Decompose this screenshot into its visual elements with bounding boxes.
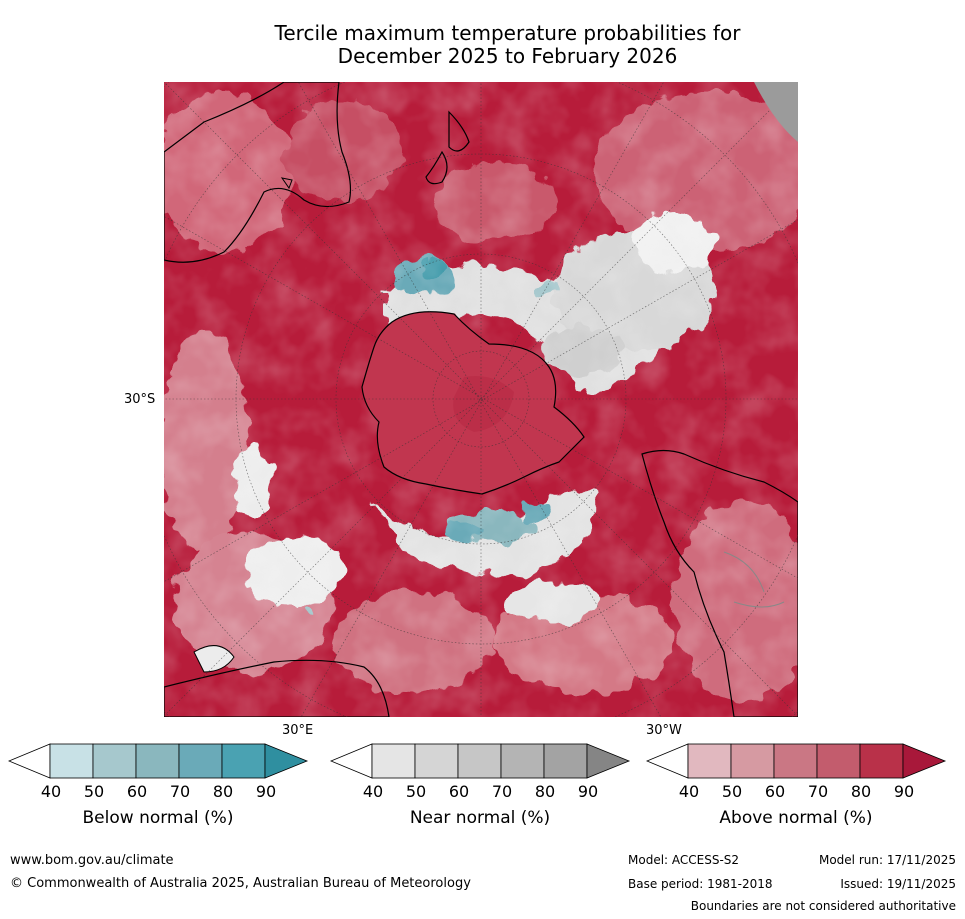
colorbar-swatch <box>457 743 502 779</box>
colorbar-tick-label: 90 <box>893 782 915 801</box>
colorbar-tick-label: 60 <box>764 782 786 801</box>
south-america-outline <box>641 449 798 717</box>
colorbar-swatch <box>178 743 223 779</box>
colorbar-tick-label: 50 <box>405 782 427 801</box>
colorbar-swatch <box>414 743 459 779</box>
colorbar-tick-label: 80 <box>534 782 556 801</box>
latitude-label: 30°S <box>124 392 156 407</box>
colorbar-swatch <box>773 743 818 779</box>
colorbar-near-normal-ticks: 40 50 60 70 80 90 <box>330 782 630 802</box>
colorbar-swatch <box>816 743 861 779</box>
title-line-2: December 2025 to February 2026 <box>337 44 678 68</box>
colorbar-swatch <box>730 743 775 779</box>
colorbar-swatch-max <box>264 743 309 779</box>
colorbar-swatch <box>92 743 137 779</box>
colorbar-tick-label: 40 <box>678 782 700 801</box>
colorbar-tick-label: 80 <box>850 782 872 801</box>
colorbar-swatch <box>859 743 904 779</box>
footer-model: Model: ACCESS-S2 <box>628 853 740 867</box>
colorbar-tick-label: 90 <box>577 782 599 801</box>
footer-issued: Issued: 19/11/2025 <box>840 877 956 891</box>
probability-map <box>164 82 798 717</box>
colorbar-near-normal-swatches <box>330 743 631 779</box>
graticule <box>164 82 798 717</box>
title-line-1: Tercile maximum temperature probabilitie… <box>274 21 741 45</box>
colorbar-swatch-max <box>902 743 947 779</box>
colorbar-tick-label: 60 <box>126 782 148 801</box>
colorbar-tick-label: 60 <box>448 782 470 801</box>
colorbar-swatch-min <box>646 743 689 779</box>
longitude-label-30w: 30°W <box>646 723 682 738</box>
colorbar-swatch <box>135 743 180 779</box>
colorbar-swatch <box>543 743 588 779</box>
australia-outline <box>164 82 352 263</box>
colorbar-tick-label: 50 <box>83 782 105 801</box>
colorbar-tick-label: 40 <box>362 782 384 801</box>
footer-base-period: Base period: 1981-2018 <box>628 877 773 891</box>
colorbar-tick-label: 50 <box>721 782 743 801</box>
colorbar-below-normal-swatches <box>8 743 309 779</box>
colorbar-swatch <box>371 743 416 779</box>
colorbar-below-normal: 40 50 60 70 80 90 Below normal (%) <box>8 740 309 840</box>
colorbar-swatch <box>500 743 545 779</box>
longitude-label-30e: 30°E <box>282 723 314 738</box>
colorbar-below-normal-ticks: 40 50 60 70 80 90 <box>8 782 308 802</box>
colorbar-above-normal-title: Above normal (%) <box>719 808 873 828</box>
colorbar-near-normal-title: Near normal (%) <box>409 808 551 828</box>
colorbar-tick-label: 70 <box>491 782 513 801</box>
map-title: Tercile maximum temperature probabilitie… <box>160 22 855 68</box>
colorbar-swatch-min <box>8 743 51 779</box>
colorbar-swatch <box>49 743 94 779</box>
new-zealand-outline <box>425 110 470 185</box>
footer-model-run: Model run: 17/11/2025 <box>818 853 956 867</box>
footer-url[interactable]: www.bom.gov.au/climate <box>10 853 174 868</box>
colorbar-swatch <box>221 743 266 779</box>
footer-disclaimer: Boundaries are not considered authoritat… <box>690 899 956 913</box>
colorbar-tick-label: 70 <box>807 782 829 801</box>
colorbar-near-normal: 40 50 60 70 80 90 Near normal (%) <box>330 740 631 840</box>
colorbar-swatch-max <box>586 743 631 779</box>
colorbar-tick-label: 80 <box>212 782 234 801</box>
colorbar-tick-label: 40 <box>40 782 62 801</box>
colorbar-swatch <box>687 743 732 779</box>
colorbar-below-normal-title: Below normal (%) <box>82 808 234 828</box>
colorbar-above-normal-swatches <box>646 743 947 779</box>
africa-outline <box>164 659 390 717</box>
colorbar-tick-label: 90 <box>255 782 277 801</box>
colorbar-above-normal-ticks: 40 50 60 70 80 90 <box>646 782 946 802</box>
colorbar-tick-label: 70 <box>169 782 191 801</box>
footer-copyright: © Commonwealth of Australia 2025, Austra… <box>10 876 471 891</box>
colorbar-above-normal: 40 50 60 70 80 90 Above normal (%) <box>646 740 947 840</box>
colorbar-swatch-min <box>330 743 373 779</box>
